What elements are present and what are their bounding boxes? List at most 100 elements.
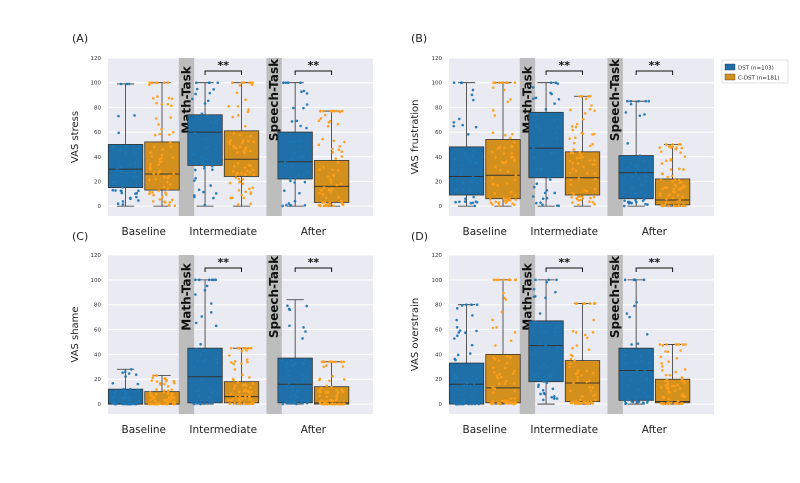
data-point <box>623 199 626 202</box>
data-point <box>124 393 128 396</box>
data-point <box>466 132 470 136</box>
data-point <box>503 382 507 385</box>
data-point <box>203 203 207 207</box>
data-point <box>209 184 212 187</box>
data-point <box>671 196 675 200</box>
data-point <box>150 379 154 382</box>
data-point <box>199 353 202 356</box>
data-point <box>463 399 466 403</box>
data-point <box>171 130 175 134</box>
data-point <box>539 392 542 396</box>
panel-c: 0 20 40 60 80 100 120 Math-Task Speech-Task Basel… <box>70 230 373 436</box>
data-point <box>153 402 157 406</box>
data-point <box>339 182 343 186</box>
data-point <box>514 173 518 177</box>
data-point <box>160 156 163 160</box>
data-point <box>197 188 201 192</box>
data-point <box>584 402 588 406</box>
data-point <box>302 89 306 93</box>
data-point <box>683 395 687 398</box>
data-point <box>549 376 552 379</box>
data-point <box>585 336 589 340</box>
data-point <box>571 346 574 350</box>
data-point <box>639 354 643 358</box>
data-point <box>491 131 495 135</box>
data-point <box>658 194 662 197</box>
data-point <box>467 402 470 406</box>
data-point <box>121 200 125 203</box>
data-point <box>534 96 538 100</box>
data-point <box>469 201 473 205</box>
data-point <box>458 329 462 332</box>
data-point <box>663 186 666 189</box>
data-point <box>683 204 687 208</box>
data-point <box>320 399 323 402</box>
data-point <box>506 399 509 403</box>
data-point <box>556 325 560 329</box>
data-point <box>540 330 543 333</box>
data-point <box>678 181 682 184</box>
data-point <box>670 401 673 405</box>
data-point <box>148 167 152 171</box>
data-point <box>591 200 595 204</box>
data-point <box>577 203 580 207</box>
data-point <box>681 343 685 346</box>
data-point <box>203 349 207 353</box>
data-point <box>635 368 639 372</box>
panel-label: (A) <box>72 32 88 45</box>
data-point <box>151 376 155 380</box>
data-point <box>575 302 579 305</box>
data-point <box>634 198 637 202</box>
significance-marker: ** <box>308 59 320 72</box>
data-point <box>508 401 511 405</box>
data-point <box>150 81 154 84</box>
data-point <box>543 392 547 396</box>
data-point <box>160 153 164 156</box>
data-point <box>637 99 640 103</box>
data-point <box>149 163 152 166</box>
data-point <box>327 175 330 178</box>
data-point <box>251 81 254 84</box>
data-point <box>202 190 205 194</box>
y-tick-label: 0 <box>439 204 443 210</box>
data-point <box>231 169 235 173</box>
data-point <box>334 402 337 406</box>
data-point <box>158 170 162 173</box>
data-point <box>155 101 158 105</box>
data-point <box>459 402 462 406</box>
data-point <box>233 360 237 363</box>
data-point <box>497 204 501 208</box>
box <box>107 144 144 189</box>
data-point <box>677 204 681 208</box>
data-point <box>232 379 235 382</box>
data-point <box>193 402 196 406</box>
data-point <box>586 171 589 175</box>
data-point <box>317 390 321 393</box>
data-point <box>203 166 206 170</box>
data-point <box>172 172 176 175</box>
data-point <box>326 391 329 395</box>
data-point <box>547 278 551 282</box>
y-tick-label: 40 <box>94 155 101 161</box>
data-point <box>244 402 248 406</box>
data-point <box>170 97 174 101</box>
data-point <box>470 93 474 97</box>
significance-marker: ** <box>559 256 571 269</box>
data-point <box>468 352 472 355</box>
data-point <box>635 200 638 204</box>
data-point <box>335 398 339 401</box>
data-point <box>496 401 500 405</box>
data-point <box>663 203 667 207</box>
data-point <box>340 402 343 406</box>
data-point <box>664 201 668 204</box>
data-point <box>667 389 671 393</box>
data-point <box>643 391 646 394</box>
data-point <box>248 397 252 401</box>
data-point <box>537 383 540 387</box>
data-point <box>336 122 340 126</box>
data-point <box>593 109 596 113</box>
legend-label: DST (n=103) <box>738 66 774 72</box>
data-point <box>323 113 327 117</box>
